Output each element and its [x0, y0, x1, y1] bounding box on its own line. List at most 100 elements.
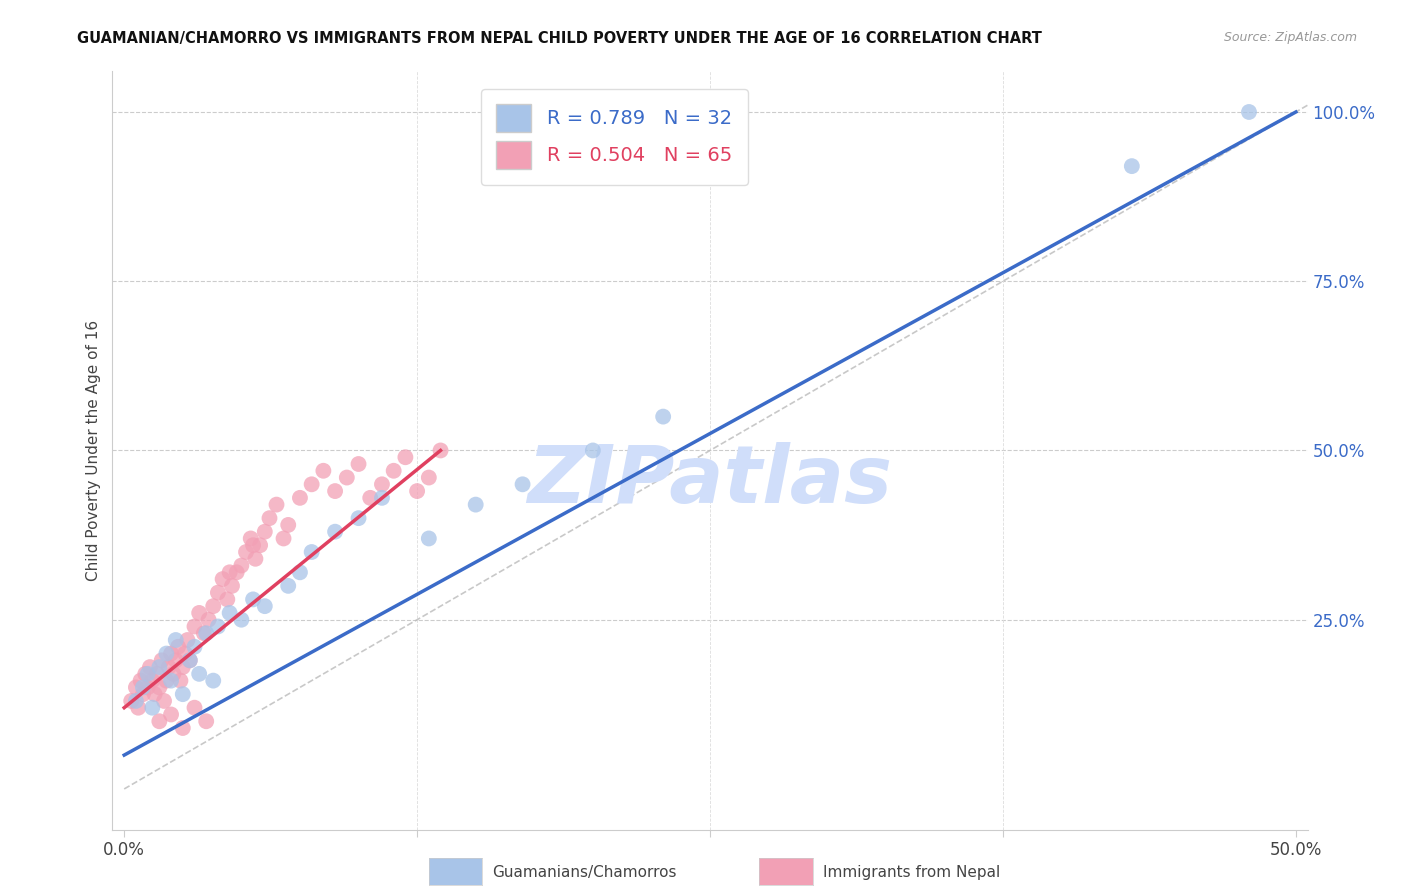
Point: [512, 477, 534, 491]
Point: [418, 532, 440, 546]
Point: [217, 592, 239, 607]
Point: [160, 647, 183, 661]
Point: [120, 694, 142, 708]
Point: [174, 647, 197, 661]
Point: [1121, 159, 1143, 173]
Point: [197, 613, 219, 627]
Point: [221, 579, 243, 593]
Point: [239, 532, 262, 546]
Point: [429, 443, 451, 458]
Point: [148, 660, 170, 674]
Point: [195, 714, 218, 729]
Point: [162, 666, 184, 681]
Point: [150, 653, 173, 667]
Point: [406, 484, 429, 499]
Point: [155, 647, 177, 661]
Point: [336, 470, 359, 484]
Point: [652, 409, 675, 424]
Point: [148, 681, 170, 695]
Point: [195, 626, 218, 640]
Point: [165, 653, 187, 667]
Point: [129, 673, 152, 688]
Point: [167, 640, 190, 654]
Point: [207, 585, 229, 599]
Point: [165, 633, 187, 648]
Text: Immigrants from Nepal: Immigrants from Nepal: [823, 865, 1000, 880]
Point: [207, 619, 229, 633]
Point: [347, 457, 370, 471]
Point: [231, 558, 253, 573]
Point: [136, 681, 159, 695]
Point: [183, 640, 205, 654]
Point: [143, 687, 166, 701]
Point: [179, 653, 201, 667]
Y-axis label: Child Poverty Under the Age of 16: Child Poverty Under the Age of 16: [86, 320, 101, 581]
Point: [249, 538, 271, 552]
Point: [323, 484, 346, 499]
Point: [132, 687, 155, 701]
Point: [288, 566, 311, 580]
Point: [231, 613, 253, 627]
Point: [394, 450, 416, 465]
Point: [347, 511, 370, 525]
Point: [183, 619, 205, 633]
Point: [183, 700, 205, 714]
Point: [253, 599, 276, 614]
Point: [277, 579, 299, 593]
Point: [418, 470, 440, 484]
Point: [153, 694, 176, 708]
Legend: R = 0.789   N = 32, R = 0.504   N = 65: R = 0.789 N = 32, R = 0.504 N = 65: [481, 88, 748, 185]
Point: [172, 721, 194, 735]
Point: [202, 673, 225, 688]
Point: [323, 524, 346, 539]
Point: [141, 673, 163, 688]
Point: [132, 681, 155, 695]
Point: [146, 666, 169, 681]
Point: [301, 477, 323, 491]
Point: [218, 566, 240, 580]
Point: [139, 660, 162, 674]
Point: [266, 498, 288, 512]
Point: [155, 673, 177, 688]
Point: [225, 566, 247, 580]
Text: Guamanians/Chamorros: Guamanians/Chamorros: [492, 865, 676, 880]
Point: [127, 700, 149, 714]
Point: [245, 551, 267, 566]
Point: [371, 477, 394, 491]
Point: [218, 606, 240, 620]
Point: [188, 606, 211, 620]
Point: [277, 517, 299, 532]
Point: [136, 666, 159, 681]
Point: [148, 714, 170, 729]
Point: [301, 545, 323, 559]
Text: GUAMANIAN/CHAMORRO VS IMMIGRANTS FROM NEPAL CHILD POVERTY UNDER THE AGE OF 16 CO: GUAMANIAN/CHAMORRO VS IMMIGRANTS FROM NE…: [77, 31, 1042, 46]
Point: [169, 673, 191, 688]
Point: [188, 666, 211, 681]
Point: [242, 592, 264, 607]
Point: [382, 464, 405, 478]
Point: [193, 626, 215, 640]
Text: ZIPatlas: ZIPatlas: [527, 442, 893, 520]
Point: [176, 633, 198, 648]
Point: [259, 511, 281, 525]
Text: Source: ZipAtlas.com: Source: ZipAtlas.com: [1223, 31, 1357, 45]
Point: [172, 687, 194, 701]
Point: [179, 653, 201, 667]
Point: [464, 498, 486, 512]
Point: [359, 491, 381, 505]
Point: [312, 464, 335, 478]
Point: [160, 673, 183, 688]
Point: [273, 532, 295, 546]
Point: [160, 707, 183, 722]
Point: [134, 666, 156, 681]
Point: [172, 660, 194, 674]
Point: [582, 443, 605, 458]
Point: [141, 700, 163, 714]
Point: [157, 660, 180, 674]
Point: [242, 538, 264, 552]
Point: [1237, 105, 1260, 120]
Point: [253, 524, 276, 539]
Point: [288, 491, 311, 505]
Point: [125, 694, 148, 708]
Point: [125, 681, 148, 695]
